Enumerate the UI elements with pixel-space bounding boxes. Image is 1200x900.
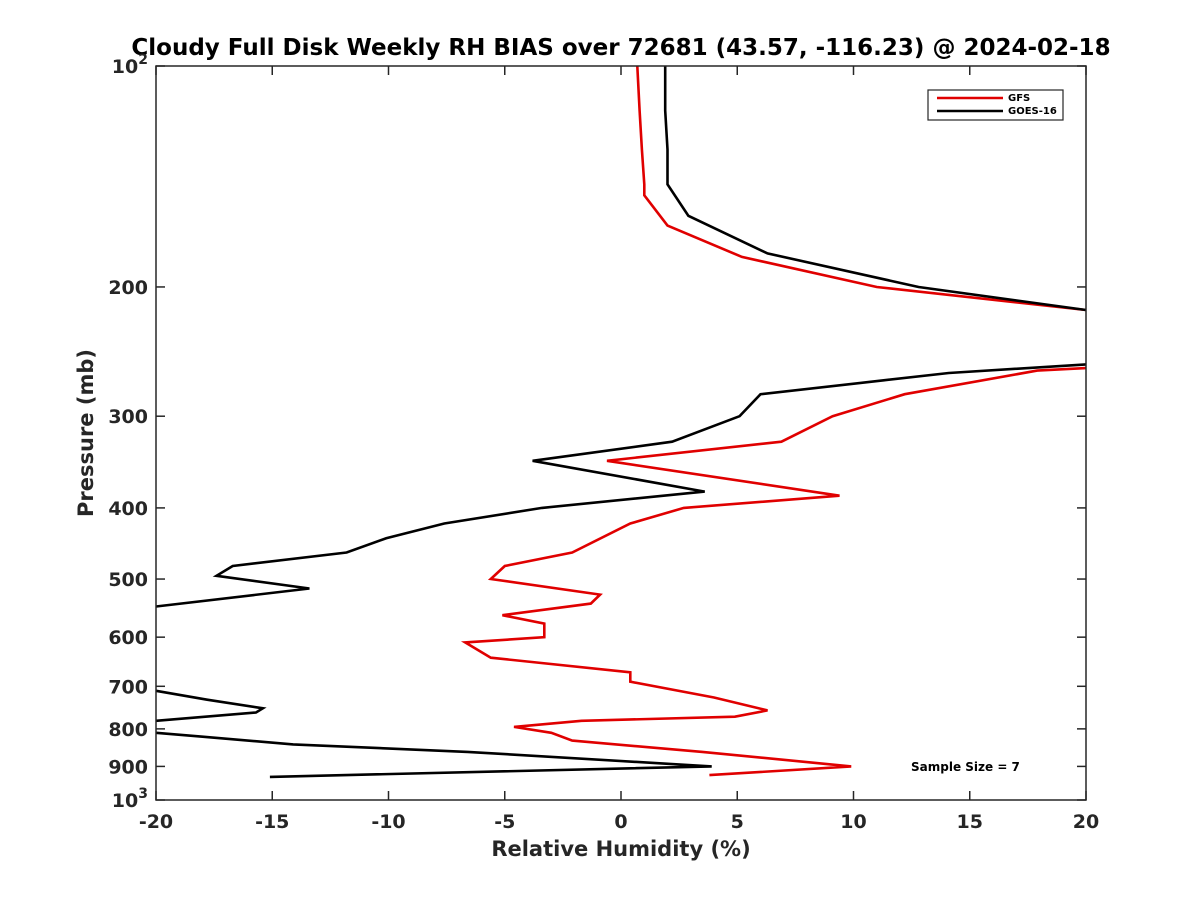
y-tick-label-base: 600 <box>108 627 148 649</box>
y-tick-label: 400 <box>108 498 148 520</box>
y-tick-label: 700 <box>108 676 148 698</box>
y-tick-label: 102 <box>112 52 148 78</box>
y-tick-label-base: 900 <box>108 756 148 778</box>
y-tick-label-base: 800 <box>108 719 148 741</box>
series-line-goes16-1 <box>155 363 1087 608</box>
y-tick-label: 900 <box>108 756 148 778</box>
x-axis-label: Relative Humidity (%) <box>491 837 750 861</box>
x-axis: -20 -15 -10 -5 0 5 10 15 20 <box>139 66 1099 833</box>
y-tick-label: 103 <box>112 786 148 812</box>
legend-box <box>927 89 1064 121</box>
y-axis-label: Pressure (mb) <box>74 349 98 517</box>
plot-axes-box <box>155 65 1087 801</box>
y-tick-label-base: 10 <box>112 790 138 812</box>
x-tick-label: -5 <box>494 811 515 833</box>
y-tick-label-base: 10 <box>112 56 138 78</box>
x-tick-label: 0 <box>614 811 627 833</box>
x-tick-label: -10 <box>371 811 405 833</box>
x-tick-label: 10 <box>840 811 866 833</box>
y-tick-label: 300 <box>108 406 148 428</box>
y-tick-label: 500 <box>108 569 148 591</box>
y-tick-label: 600 <box>108 627 148 649</box>
x-tick-label: -15 <box>255 811 289 833</box>
y-tick-label-base: 200 <box>108 277 148 299</box>
series-line-goes16-0 <box>663 66 1087 312</box>
x-tick-label: -20 <box>139 811 173 833</box>
y-tick-label-base: 700 <box>108 676 148 698</box>
legend-label-gfs: GFS <box>1008 93 1030 104</box>
y-tick-label-base: 500 <box>108 569 148 591</box>
y-tick-label: 200 <box>108 277 148 299</box>
plot-series <box>155 65 1087 779</box>
x-tick-label: 15 <box>957 811 983 833</box>
series-line-goes16-3 <box>155 731 712 779</box>
y-tick-label-exponent: 3 <box>138 786 148 802</box>
series-line-gfs-1 <box>460 366 1087 777</box>
y-tick-label-exponent: 2 <box>138 52 148 68</box>
x-tick-label: 20 <box>1073 811 1099 833</box>
series-line-goes16-2 <box>155 689 267 723</box>
legend: GFS GOES-16 <box>927 89 1064 121</box>
y-tick-label-base: 400 <box>108 498 148 520</box>
chart-title: Cloudy Full Disk Weekly RH BIAS over 726… <box>131 35 1110 61</box>
y-tick-label: 800 <box>108 719 148 741</box>
legend-label-goes16: GOES-16 <box>1008 106 1057 117</box>
y-tick-label-base: 300 <box>108 406 148 428</box>
series-line-gfs-0 <box>636 65 1087 312</box>
x-tick-label: 5 <box>731 811 744 833</box>
sample-size-annotation: Sample Size = 7 <box>911 760 1020 774</box>
